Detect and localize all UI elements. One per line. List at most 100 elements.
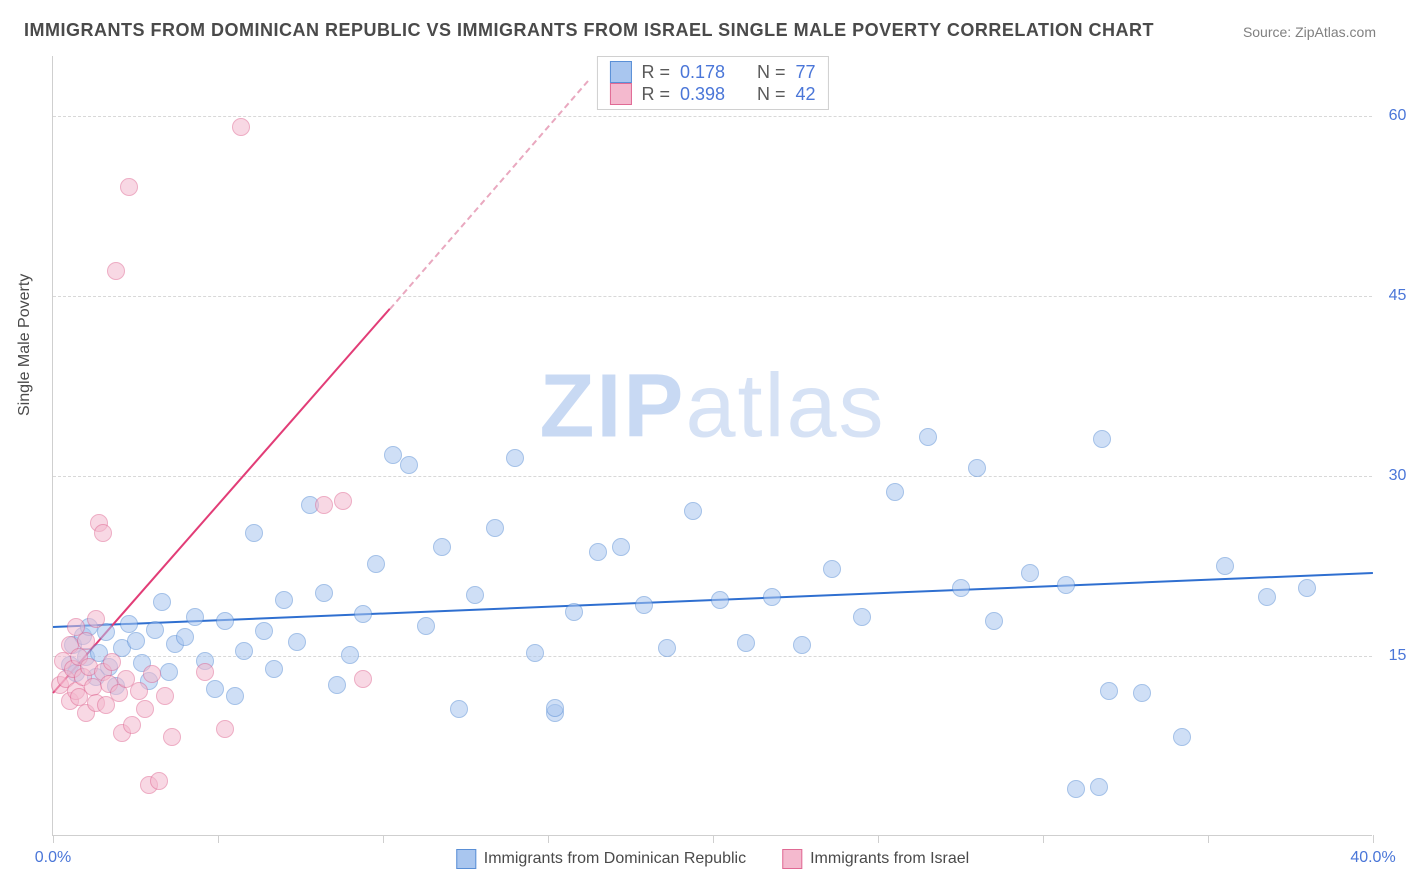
scatter-point xyxy=(1090,778,1108,796)
source-label: Source: ZipAtlas.com xyxy=(1243,24,1376,40)
scatter-point xyxy=(328,676,346,694)
y-tick-label: 15.0% xyxy=(1389,647,1406,665)
scatter-point xyxy=(245,524,263,542)
x-tick xyxy=(878,835,879,843)
legend-swatch xyxy=(456,849,476,869)
scatter-point xyxy=(763,588,781,606)
scatter-plot-area: ZIPatlas R =0.178N =77R =0.398N =42 Immi… xyxy=(52,56,1372,836)
scatter-point xyxy=(823,560,841,578)
scatter-point xyxy=(288,633,306,651)
watermark-light: atlas xyxy=(685,356,885,456)
correlation-legend: R =0.178N =77R =0.398N =42 xyxy=(596,56,828,110)
scatter-point xyxy=(123,716,141,734)
scatter-point xyxy=(1133,684,1151,702)
scatter-point xyxy=(176,628,194,646)
y-tick-label: 60.0% xyxy=(1389,107,1406,125)
scatter-point xyxy=(186,608,204,626)
legend-n-label: N = xyxy=(757,84,786,105)
legend-stats-row: R =0.178N =77 xyxy=(609,61,815,83)
scatter-point xyxy=(1298,579,1316,597)
scatter-point xyxy=(466,586,484,604)
scatter-point xyxy=(334,492,352,510)
scatter-point xyxy=(87,610,105,628)
scatter-point xyxy=(354,670,372,688)
legend-item: Immigrants from Dominican Republic xyxy=(456,849,746,869)
legend-stats-row: R =0.398N =42 xyxy=(609,83,815,105)
scatter-point xyxy=(417,617,435,635)
scatter-point xyxy=(737,634,755,652)
scatter-point xyxy=(400,456,418,474)
scatter-point xyxy=(526,644,544,662)
scatter-point xyxy=(589,543,607,561)
x-tick-label: 0.0% xyxy=(35,849,71,867)
regression-line xyxy=(389,80,589,309)
gridline xyxy=(53,296,1372,297)
scatter-point xyxy=(367,555,385,573)
scatter-point xyxy=(711,591,729,609)
scatter-point xyxy=(255,622,273,640)
scatter-point xyxy=(315,496,333,514)
scatter-point xyxy=(1100,682,1118,700)
scatter-point xyxy=(1258,588,1276,606)
scatter-point xyxy=(143,665,161,683)
scatter-point xyxy=(354,605,372,623)
scatter-point xyxy=(635,596,653,614)
scatter-point xyxy=(232,118,250,136)
legend-r-label: R = xyxy=(641,84,670,105)
scatter-point xyxy=(565,603,583,621)
scatter-point xyxy=(103,653,121,671)
scatter-point xyxy=(952,579,970,597)
x-tick xyxy=(548,835,549,843)
scatter-point xyxy=(235,642,253,660)
scatter-point xyxy=(163,728,181,746)
scatter-point xyxy=(612,538,630,556)
scatter-point xyxy=(1173,728,1191,746)
legend-n-value: 42 xyxy=(796,84,816,105)
x-tick xyxy=(218,835,219,843)
scatter-point xyxy=(546,699,564,717)
scatter-point xyxy=(156,687,174,705)
legend-swatch xyxy=(782,849,802,869)
scatter-point xyxy=(206,680,224,698)
scatter-point xyxy=(450,700,468,718)
gridline xyxy=(53,476,1372,477)
scatter-point xyxy=(136,700,154,718)
legend-swatch xyxy=(609,61,631,83)
scatter-point xyxy=(1021,564,1039,582)
legend-n-value: 77 xyxy=(796,62,816,83)
scatter-point xyxy=(384,446,402,464)
scatter-point xyxy=(146,621,164,639)
legend-series-name: Immigrants from Israel xyxy=(810,850,969,868)
x-tick xyxy=(1208,835,1209,843)
y-tick-label: 30.0% xyxy=(1389,467,1406,485)
watermark: ZIPatlas xyxy=(539,355,885,458)
scatter-point xyxy=(153,593,171,611)
x-tick xyxy=(383,835,384,843)
legend-series-name: Immigrants from Dominican Republic xyxy=(484,850,746,868)
scatter-point xyxy=(216,720,234,738)
chart-title: IMMIGRANTS FROM DOMINICAN REPUBLIC VS IM… xyxy=(24,20,1154,41)
scatter-point xyxy=(226,687,244,705)
x-tick-label: 40.0% xyxy=(1350,849,1395,867)
legend-r-label: R = xyxy=(641,62,670,83)
scatter-point xyxy=(216,612,234,630)
scatter-point xyxy=(1067,780,1085,798)
scatter-point xyxy=(120,615,138,633)
scatter-point xyxy=(853,608,871,626)
x-tick xyxy=(713,835,714,843)
y-axis-label: Single Male Poverty xyxy=(16,274,34,416)
scatter-point xyxy=(684,502,702,520)
scatter-point xyxy=(658,639,676,657)
y-tick-label: 45.0% xyxy=(1389,287,1406,305)
scatter-point xyxy=(150,772,168,790)
scatter-point xyxy=(107,262,125,280)
x-tick xyxy=(1043,835,1044,843)
scatter-point xyxy=(968,459,986,477)
scatter-point xyxy=(275,591,293,609)
scatter-point xyxy=(486,519,504,537)
scatter-point xyxy=(94,524,112,542)
legend-item: Immigrants from Israel xyxy=(782,849,969,869)
scatter-point xyxy=(341,646,359,664)
scatter-point xyxy=(1057,576,1075,594)
scatter-point xyxy=(265,660,283,678)
